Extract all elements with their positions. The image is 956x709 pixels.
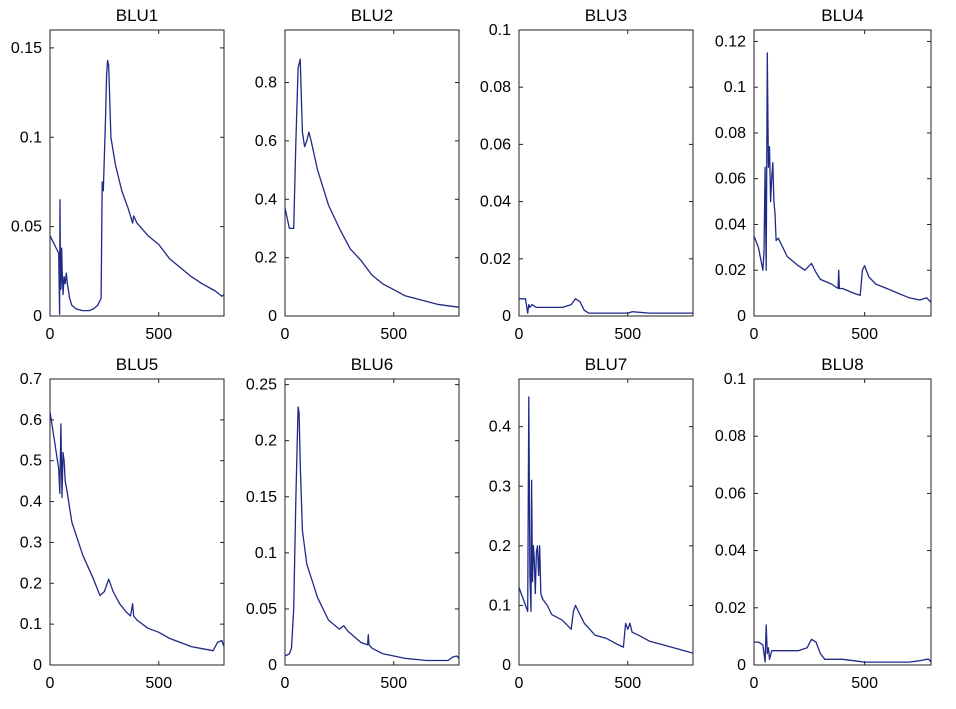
subplot-title: BLU7 — [585, 355, 628, 374]
y-tick-label: 0 — [33, 657, 42, 674]
y-tick-label: 0.1 — [255, 545, 277, 562]
y-tick-label: 0.25 — [246, 377, 277, 394]
subplot-3: BLU3 0 0.02 0.04 0.06 0.08 0.1 0 500 — [480, 6, 694, 343]
x-tick-label: 500 — [145, 326, 172, 343]
y-tick-label: 0.7 — [20, 371, 42, 388]
y-tick-label: 0.4 — [489, 419, 511, 436]
y-tick-label: 0 — [502, 308, 511, 325]
y-tick-label: 0.4 — [255, 191, 277, 208]
y-tick-label: 0.6 — [255, 133, 277, 150]
x-tick-label: 0 — [750, 326, 759, 343]
y-tick-label: 0.1 — [20, 616, 42, 633]
subplot-6: BLU6 0 0.05 0.1 0.15 0.2 0.25 0 500 — [246, 355, 460, 692]
y-tick-label: 0.8 — [255, 75, 277, 92]
x-tick-label: 500 — [614, 326, 641, 343]
y-tick-label: 0.6 — [20, 412, 42, 429]
y-tick-label: 0.1 — [724, 79, 746, 96]
subplot-title: BLU5 — [116, 355, 159, 374]
y-tick-label: 0.08 — [715, 125, 746, 142]
x-tick-label: 500 — [380, 326, 407, 343]
x-tick-label: 0 — [515, 675, 524, 692]
y-tick-label: 0.3 — [489, 478, 511, 495]
y-tick-label: 0.1 — [20, 129, 42, 146]
x-tick-label: 500 — [851, 326, 878, 343]
y-tick-label: 0.06 — [480, 136, 511, 153]
y-tick-label: 0.08 — [715, 428, 746, 445]
x-tick-label: 0 — [515, 326, 524, 343]
y-tick-label: 0.3 — [20, 534, 42, 551]
series-line — [49, 411, 225, 652]
x-tick-label: 0 — [46, 326, 55, 343]
y-tick-label: 0 — [268, 657, 277, 674]
series-line — [754, 624, 932, 663]
series-line — [753, 52, 932, 303]
axes-frame — [49, 378, 225, 666]
axes-frame — [284, 378, 460, 666]
y-tick-label: 0.02 — [715, 600, 746, 617]
y-tick-label: 0.12 — [715, 33, 746, 50]
axes-frame — [753, 378, 932, 666]
x-tick-label: 500 — [614, 675, 641, 692]
y-tick-label: 0 — [268, 308, 277, 325]
y-tick-label: 0.15 — [11, 40, 42, 57]
axes-frame — [518, 378, 694, 666]
subplot-8: BLU8 0 0.02 0.04 0.06 0.08 0.1 0 500 — [715, 355, 932, 692]
y-tick-label: 0.02 — [480, 251, 511, 268]
axes-frame — [284, 29, 460, 317]
subplot-title: BLU8 — [821, 355, 864, 374]
series-line — [284, 58, 460, 308]
y-tick-label: 0.04 — [715, 216, 746, 233]
x-tick-label: 500 — [851, 675, 878, 692]
y-tick-label: 0.08 — [480, 79, 511, 96]
subplot-title: BLU2 — [351, 6, 394, 25]
subplot-5: BLU5 0 0.1 0.2 0.3 0.4 0.5 0.6 0.7 0 500 — [20, 355, 225, 692]
series-line — [284, 406, 460, 662]
x-tick-label: 0 — [46, 675, 55, 692]
y-tick-label: 0 — [33, 308, 42, 325]
y-tick-label: 0.1 — [489, 597, 511, 614]
y-tick-label: 0.5 — [20, 453, 42, 470]
subplot-title: BLU4 — [821, 6, 864, 25]
y-tick-label: 0.04 — [715, 543, 746, 560]
subplot-4: BLU4 0 0.02 0.04 0.06 0.08 0.1 0.12 0 500 — [715, 6, 932, 343]
y-tick-label: 0.06 — [715, 171, 746, 188]
subplot-7: BLU7 0 0.1 0.2 0.3 0.4 0 500 — [489, 355, 694, 692]
x-tick-label: 0 — [750, 675, 759, 692]
y-tick-label: 0.05 — [246, 601, 277, 618]
subplot-title: BLU6 — [351, 355, 394, 374]
x-tick-label: 0 — [281, 675, 290, 692]
y-tick-label: 0 — [737, 308, 746, 325]
y-tick-label: 0 — [502, 657, 511, 674]
subplot-title: BLU1 — [116, 6, 159, 25]
y-tick-label: 0.2 — [20, 575, 42, 592]
series-line — [519, 298, 693, 314]
axes-frame — [753, 29, 932, 317]
series-line — [49, 59, 225, 315]
axes-frame — [49, 29, 225, 317]
x-tick-label: 500 — [145, 675, 172, 692]
x-tick-label: 500 — [380, 675, 407, 692]
y-tick-label: 0.04 — [480, 194, 511, 211]
y-tick-label: 0 — [737, 657, 746, 674]
subplot-1: BLU1 0 0.05 0.1 0.15 0 500 — [11, 6, 225, 343]
subplot-2: BLU2 0 0.2 0.4 0.6 0.8 0 500 — [255, 6, 460, 343]
y-tick-label: 0.2 — [255, 250, 277, 267]
y-tick-label: 0.15 — [246, 489, 277, 506]
x-tick-label: 0 — [281, 326, 290, 343]
y-tick-label: 0.2 — [255, 433, 277, 450]
y-tick-label: 0.1 — [489, 22, 511, 39]
y-tick-label: 0.06 — [715, 485, 746, 502]
y-tick-label: 0.4 — [20, 494, 42, 511]
y-tick-label: 0.2 — [489, 538, 511, 555]
y-tick-label: 0.02 — [715, 262, 746, 279]
axes-frame — [518, 29, 694, 317]
series-line — [518, 396, 694, 654]
subplot-title: BLU3 — [585, 6, 628, 25]
y-tick-label: 0.1 — [724, 371, 746, 388]
y-tick-label: 0.05 — [11, 219, 42, 236]
